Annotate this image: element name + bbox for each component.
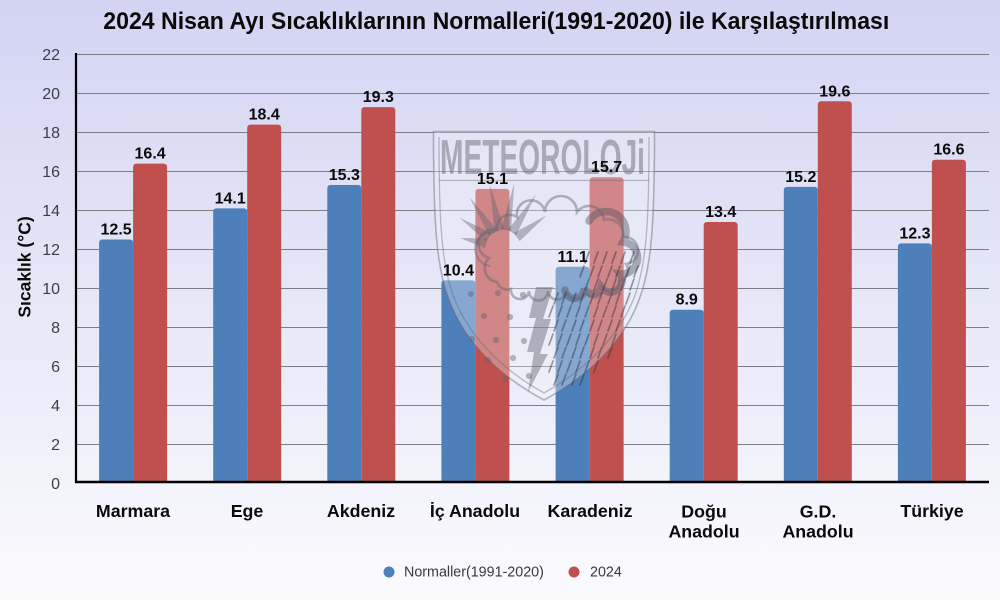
svg-text:19.6: 19.6 <box>819 83 850 100</box>
svg-text:8.9: 8.9 <box>676 292 698 309</box>
svg-text:İç Anadolu: İç Anadolu <box>430 501 520 521</box>
svg-text:16.6: 16.6 <box>933 142 964 159</box>
svg-text:4: 4 <box>51 398 60 415</box>
svg-text:15.1: 15.1 <box>477 171 508 188</box>
svg-text:12: 12 <box>42 242 60 259</box>
svg-text:2024: 2024 <box>590 565 622 581</box>
svg-text:G.D.: G.D. <box>800 502 837 522</box>
svg-text:14.1: 14.1 <box>215 190 246 207</box>
svg-text:Doğu: Doğu <box>681 502 726 522</box>
svg-text:15.2: 15.2 <box>785 169 816 186</box>
svg-text:METEOROLOJi: METEOROLOJi <box>440 131 645 185</box>
svg-text:Anadolu: Anadolu <box>668 522 739 542</box>
svg-text:2024 Nisan Ayı Sıcaklıklarının: 2024 Nisan Ayı Sıcaklıklarının Normaller… <box>103 8 889 35</box>
svg-text:10.4: 10.4 <box>443 262 474 279</box>
svg-text:15.7: 15.7 <box>591 159 622 176</box>
svg-text:18: 18 <box>42 125 60 142</box>
svg-text:14: 14 <box>42 203 60 220</box>
svg-text:16.4: 16.4 <box>135 146 166 163</box>
svg-text:Akdeniz: Akdeniz <box>327 501 395 521</box>
svg-text:Ege: Ege <box>231 501 264 521</box>
svg-text:10: 10 <box>42 281 60 298</box>
svg-text:18.4: 18.4 <box>249 107 280 124</box>
svg-text:11.1: 11.1 <box>557 249 587 266</box>
svg-text:12.5: 12.5 <box>101 222 132 239</box>
svg-text:Sıcaklık (°C): Sıcaklık (°C) <box>15 216 35 317</box>
svg-text:16: 16 <box>42 164 60 181</box>
svg-text:0: 0 <box>51 476 60 493</box>
svg-text:6: 6 <box>51 359 60 376</box>
svg-text:12.3: 12.3 <box>899 225 930 242</box>
svg-text:Karadeniz: Karadeniz <box>548 501 633 521</box>
svg-text:20: 20 <box>42 86 60 103</box>
svg-text:Anadolu: Anadolu <box>782 522 853 542</box>
svg-text:19.3: 19.3 <box>363 89 394 106</box>
svg-text:Normaller(1991-2020): Normaller(1991-2020) <box>404 565 544 581</box>
svg-text:13.4: 13.4 <box>705 204 736 221</box>
svg-text:8: 8 <box>51 320 60 337</box>
svg-text:15.3: 15.3 <box>329 167 360 184</box>
svg-text:Marmara: Marmara <box>96 501 170 521</box>
svg-text:22: 22 <box>42 47 60 64</box>
svg-text:Türkiye: Türkiye <box>900 501 963 521</box>
svg-text:2: 2 <box>51 437 60 454</box>
